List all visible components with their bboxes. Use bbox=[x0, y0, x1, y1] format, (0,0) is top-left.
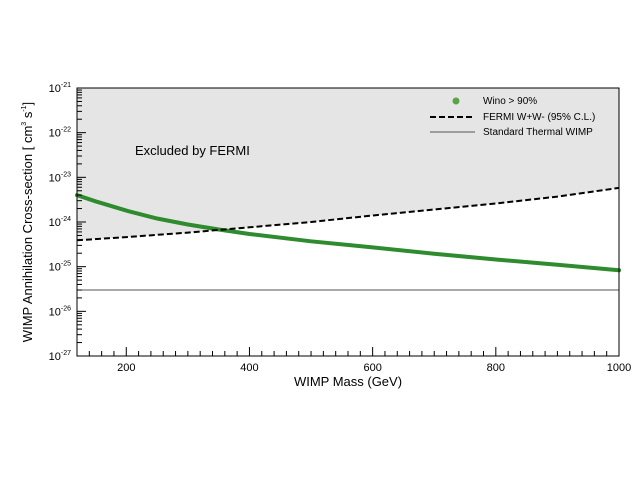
y-tick-label: 10-25 bbox=[49, 261, 71, 274]
excluded-region bbox=[77, 88, 619, 241]
y-tick-label: 10-21 bbox=[49, 82, 71, 95]
y-tick-label: 10-23 bbox=[49, 171, 71, 184]
x-tick-label: 1000 bbox=[607, 362, 631, 374]
y-axis-title: WIMP Annihilation Cross-section [ cm3 s-… bbox=[20, 102, 35, 342]
y-tick-label: 10-24 bbox=[49, 216, 71, 229]
series-fermi-limit bbox=[76, 186, 620, 242]
y-tick-label: 10-27 bbox=[49, 350, 71, 363]
y-tick-label: 10-22 bbox=[49, 127, 71, 140]
x-tick-label: 600 bbox=[363, 362, 381, 374]
annotation-excluded: Excluded by FERMI bbox=[135, 143, 250, 158]
y-tick-label: 10-26 bbox=[49, 305, 71, 318]
x-tick-label: 800 bbox=[487, 362, 505, 374]
x-tick-label: 200 bbox=[117, 362, 135, 374]
legend-marker-wino bbox=[452, 97, 460, 105]
legend-label-fermi: FERMI W+W- (95% C.L.) bbox=[483, 112, 595, 123]
x-axis-title: WIMP Mass (GeV) bbox=[294, 374, 402, 389]
legend-label-thermal: Standard Thermal WIMP bbox=[483, 127, 593, 138]
series-wino-band bbox=[75, 193, 621, 273]
legend-label-wino: Wino > 90% bbox=[483, 96, 537, 107]
x-tick-label: 400 bbox=[240, 362, 258, 374]
legend: Wino > 90% FERMI W+W- (95% C.L.) Standar… bbox=[430, 96, 595, 138]
